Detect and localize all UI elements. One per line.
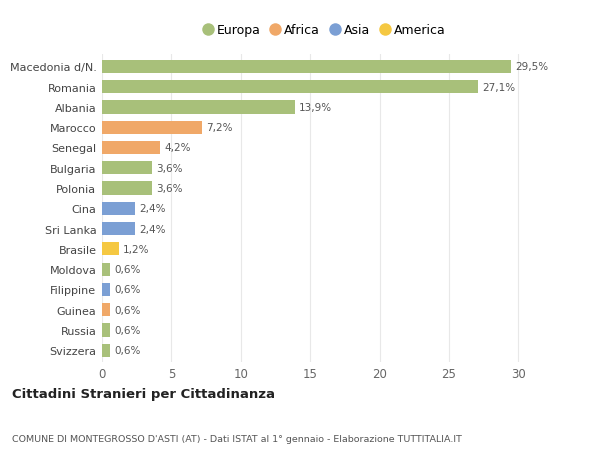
Bar — [102, 303, 110, 317]
Bar — [102, 121, 202, 134]
Text: 3,6%: 3,6% — [156, 163, 182, 174]
Text: 2,4%: 2,4% — [139, 204, 166, 214]
Text: 0,6%: 0,6% — [115, 346, 141, 355]
Text: 0,6%: 0,6% — [115, 264, 141, 274]
Text: 7,2%: 7,2% — [206, 123, 233, 133]
Bar — [102, 243, 119, 256]
Bar — [102, 81, 478, 94]
Bar — [102, 101, 295, 114]
Bar — [102, 202, 136, 215]
Bar — [102, 162, 152, 175]
Text: 0,6%: 0,6% — [115, 325, 141, 335]
Text: 4,2%: 4,2% — [164, 143, 191, 153]
Bar — [102, 344, 110, 357]
Bar — [102, 141, 160, 155]
Text: 1,2%: 1,2% — [123, 244, 149, 254]
Text: 29,5%: 29,5% — [515, 62, 548, 72]
Text: Cittadini Stranieri per Cittadinanza: Cittadini Stranieri per Cittadinanza — [12, 387, 275, 400]
Text: 0,6%: 0,6% — [115, 305, 141, 315]
Legend: Europa, Africa, Asia, America: Europa, Africa, Asia, America — [203, 24, 445, 37]
Text: 13,9%: 13,9% — [299, 103, 332, 112]
Text: 0,6%: 0,6% — [115, 285, 141, 295]
Text: 3,6%: 3,6% — [156, 184, 182, 194]
Bar — [102, 324, 110, 337]
Bar — [102, 283, 110, 297]
Bar — [102, 182, 152, 195]
Bar — [102, 61, 511, 74]
Bar — [102, 263, 110, 276]
Text: 2,4%: 2,4% — [139, 224, 166, 234]
Text: 27,1%: 27,1% — [482, 83, 515, 92]
Text: COMUNE DI MONTEGROSSO D'ASTI (AT) - Dati ISTAT al 1° gennaio - Elaborazione TUTT: COMUNE DI MONTEGROSSO D'ASTI (AT) - Dati… — [12, 434, 462, 442]
Bar — [102, 223, 136, 235]
